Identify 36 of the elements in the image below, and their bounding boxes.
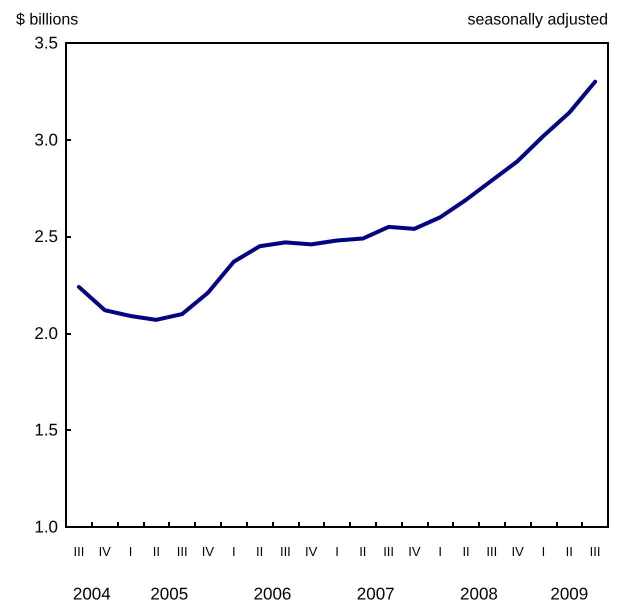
x-tick-label: IV	[98, 544, 112, 559]
x-tick-label: IV	[202, 544, 214, 559]
x-tick-label: II	[462, 544, 470, 559]
x-tick-label: III	[486, 544, 498, 559]
text: 2004	[72, 584, 111, 604]
text: 2009	[550, 584, 588, 604]
x-tick-label: III	[590, 544, 601, 559]
x-tick-label: I	[128, 544, 132, 559]
x-tick-label: IV	[512, 544, 524, 559]
chart-subtitle: seasonally adjusted	[467, 12, 608, 28]
y-tick-label: 2.0	[34, 324, 58, 343]
x-tick-label: III	[383, 544, 394, 559]
y-tick-label: 3.5	[34, 34, 58, 52]
y-tick-label: 1.0	[34, 518, 58, 536]
text: 2006	[254, 584, 292, 604]
y-tick-label: 2.5	[34, 227, 58, 246]
line-series	[76, 80, 598, 322]
x-tick-label: I	[542, 544, 546, 559]
x-tick-label: IV	[305, 544, 318, 559]
x-tick-label: I	[232, 544, 236, 559]
x-tick-label: I	[335, 544, 339, 559]
x-tick-label: I	[438, 544, 442, 559]
x-tick-label: II	[359, 544, 366, 559]
y-tick-label: 1.5	[34, 420, 58, 440]
x-tick-label: II	[566, 544, 573, 559]
x-tick-label: III	[176, 544, 188, 559]
x-tick-label: II	[256, 544, 264, 559]
text: 2008	[460, 584, 498, 604]
x-tick-label: II	[152, 544, 160, 559]
text: 2005	[150, 584, 188, 604]
x-tick-label: IV	[408, 544, 421, 559]
x-tick-label: III	[280, 544, 291, 559]
y-axis-title: $ billions	[16, 12, 78, 28]
x-tick-label: III	[73, 544, 84, 559]
text: 2007	[356, 584, 395, 604]
y-tick-label: 3.0	[34, 130, 58, 150]
